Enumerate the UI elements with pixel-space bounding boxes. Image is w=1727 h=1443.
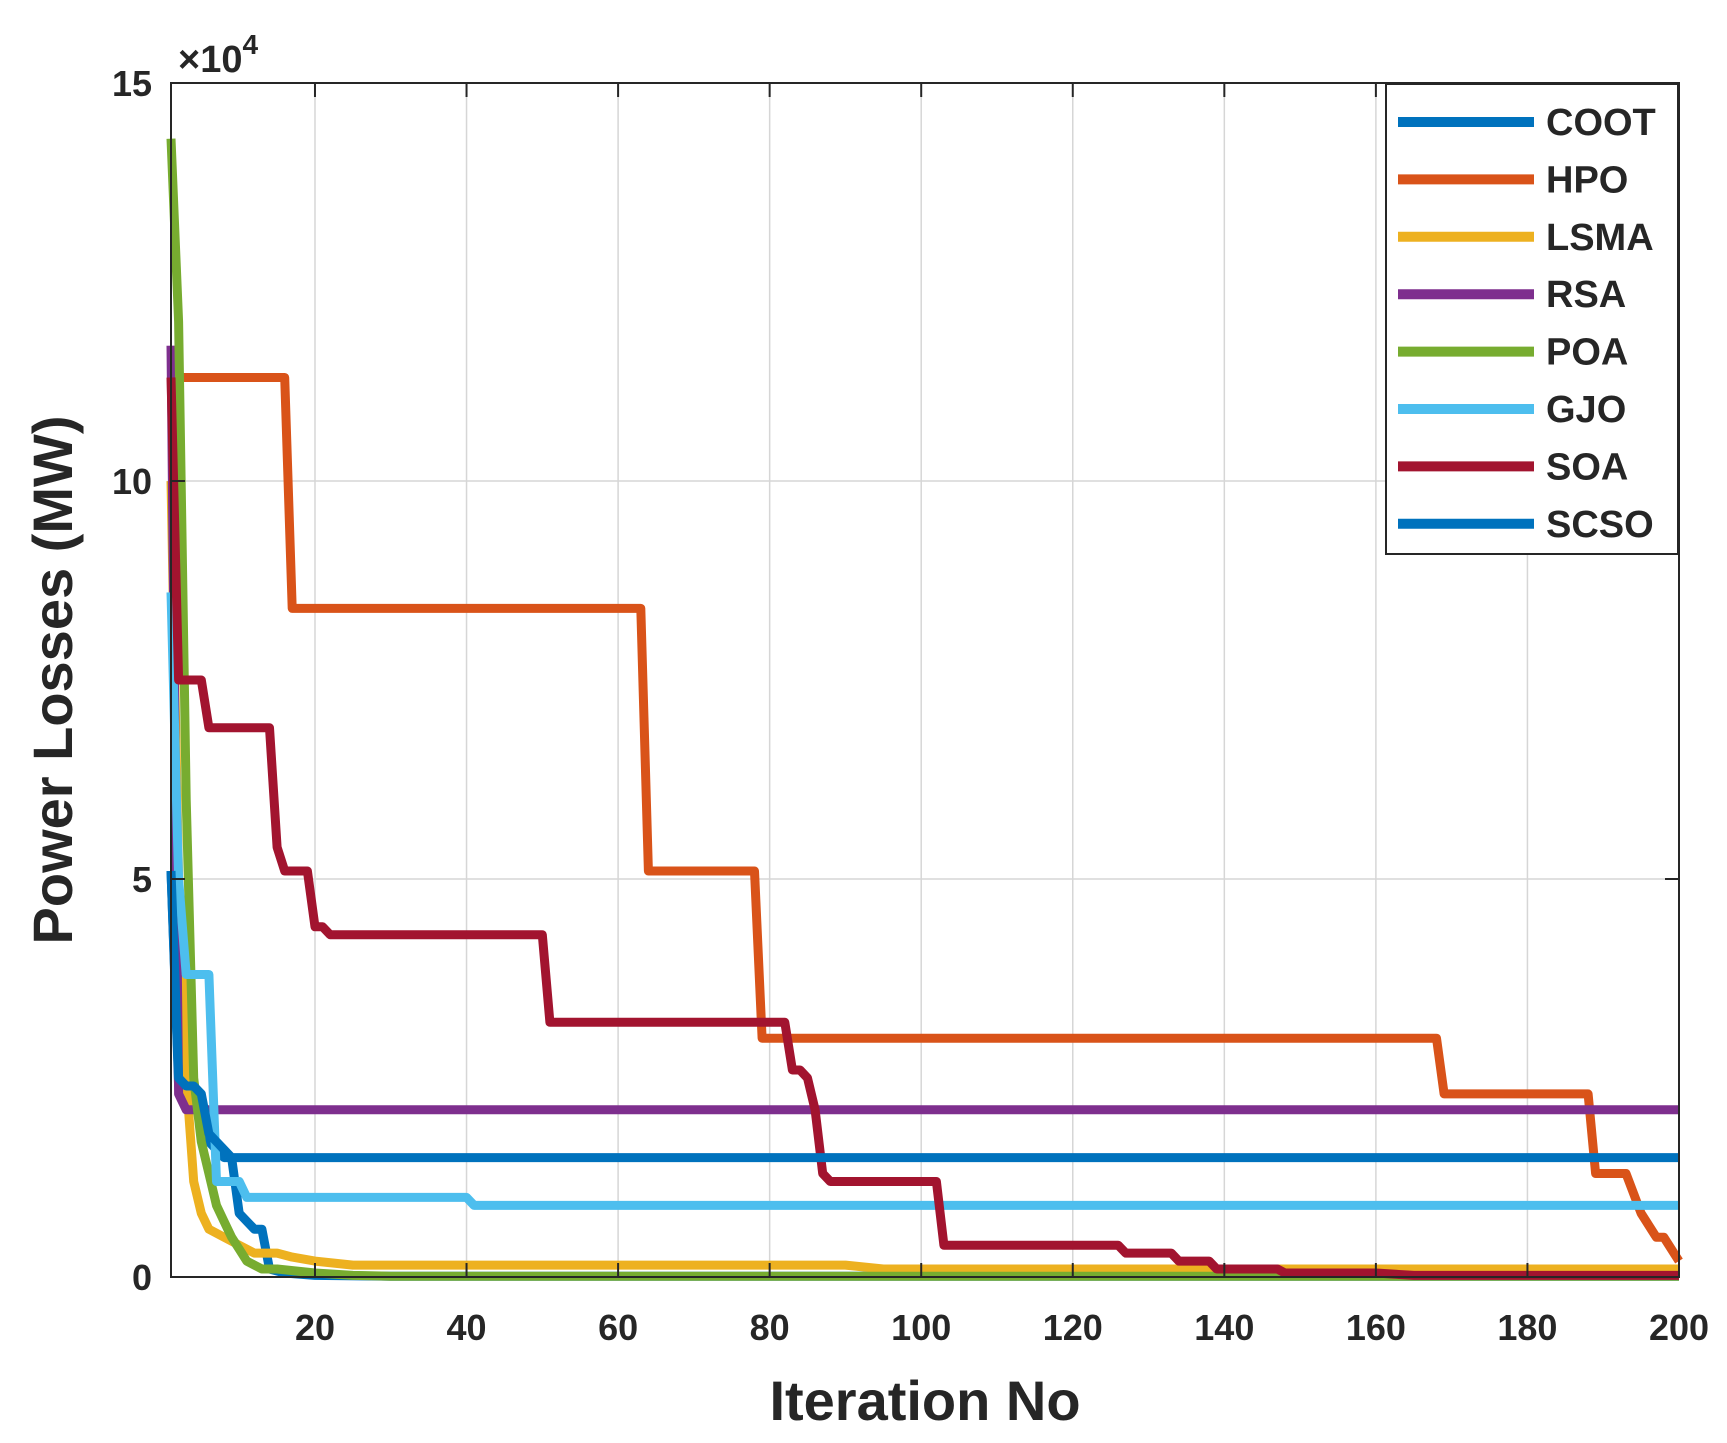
y-tick-label: 5	[132, 859, 152, 900]
series-line-hpo	[171, 373, 1683, 1264]
x-tick-label: 100	[891, 1307, 951, 1348]
legend-label-gjo: GJO	[1546, 389, 1626, 431]
legend-label-hpo: HPO	[1546, 159, 1628, 201]
y-exponent-power: 4	[242, 29, 258, 60]
y-exponent-label: ×104	[178, 29, 258, 81]
series-line-gjo	[166, 592, 1679, 1210]
legend: COOT HPO LSMA RSA POA GJO SOA SCSO	[1385, 83, 1679, 555]
series-line-scso	[166, 870, 1679, 1163]
y-tick-label: 10	[112, 461, 152, 502]
series-line-soa	[166, 377, 1679, 1280]
y-exponent-base: ×10	[178, 39, 242, 81]
legend-label-soa: SOA	[1546, 446, 1628, 488]
plot-area-border	[170, 82, 1680, 1278]
tick-layer: 20 40 60 80 100 120 140 160 180 200 0 5 10 15	[112, 63, 1709, 1348]
series-line-lsma	[166, 480, 1679, 1274]
y-tick-label: 0	[132, 1257, 152, 1298]
x-axis-title: Iteration No	[769, 1369, 1080, 1432]
x-tick-label: 180	[1497, 1307, 1557, 1348]
series-line-poa	[166, 138, 1679, 1281]
x-tick-label: 140	[1194, 1307, 1254, 1348]
x-tick-label: 160	[1346, 1307, 1406, 1348]
y-axis-title: Power Losses (MW)	[21, 416, 84, 945]
legend-label-coot: COOT	[1546, 102, 1656, 144]
x-tick-label: 40	[447, 1307, 487, 1348]
x-tick-label: 200	[1649, 1307, 1709, 1348]
legend-label-poa: POA	[1546, 332, 1628, 374]
y-tick-label: 15	[112, 63, 152, 104]
x-tick-label: 80	[750, 1307, 790, 1348]
legend-box	[1385, 83, 1679, 555]
legend-label-lsma: LSMA	[1546, 217, 1654, 259]
x-tick-label: 60	[598, 1307, 638, 1348]
series-layer	[166, 138, 1683, 1281]
legend-label-rsa: RSA	[1546, 274, 1626, 316]
legend-label-scso: SCSO	[1546, 504, 1654, 546]
x-tick-label: 20	[295, 1307, 335, 1348]
x-tick-label: 120	[1043, 1307, 1103, 1348]
